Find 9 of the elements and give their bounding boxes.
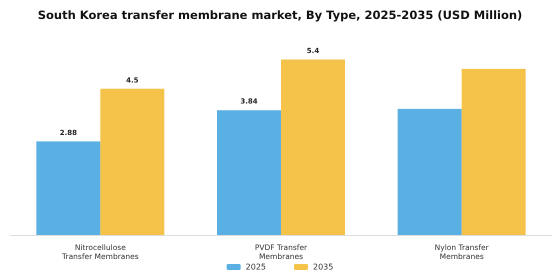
legend-label: 2025: [246, 262, 266, 272]
chart-title: South Korea transfer membrane market, By Type, 2025-2035 (USD Million): [38, 8, 522, 22]
bar: [100, 88, 164, 235]
bar: [462, 68, 526, 235]
bar: [36, 141, 100, 235]
bar: [217, 110, 281, 235]
bar: [281, 60, 345, 235]
legend-label: 2035: [313, 262, 334, 272]
bar: [398, 108, 462, 235]
